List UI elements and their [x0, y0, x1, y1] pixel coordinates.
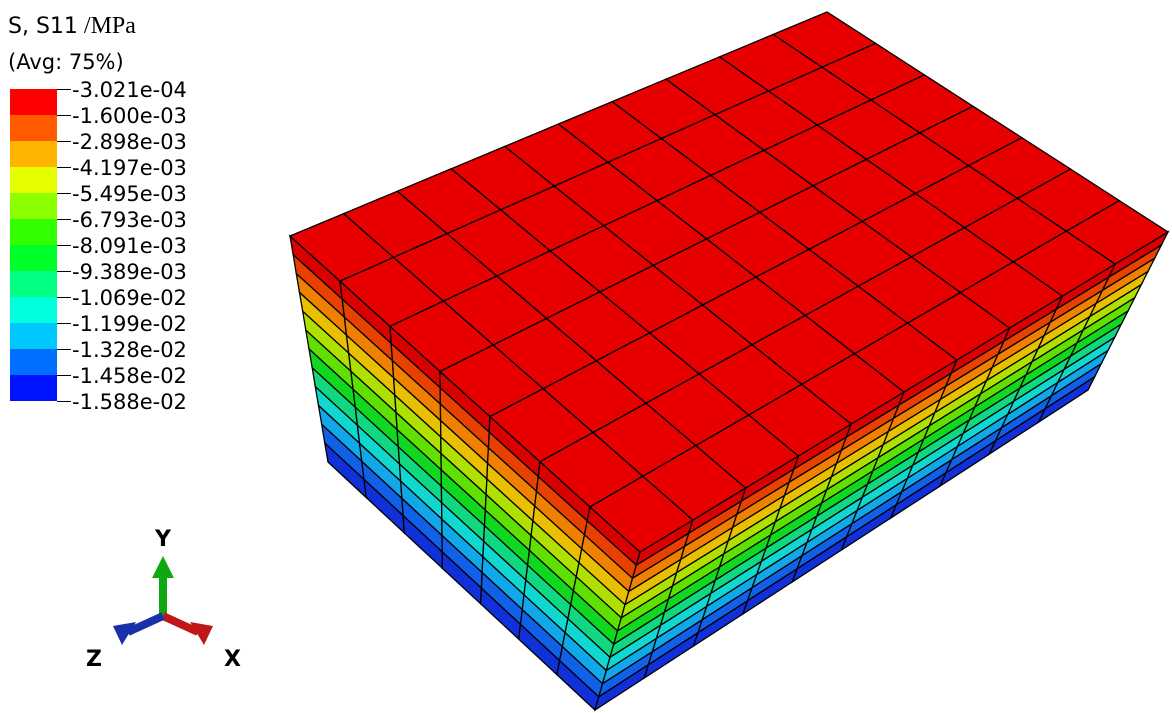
legend-swatch	[10, 245, 57, 271]
legend-swatch	[10, 89, 57, 115]
legend-tick	[57, 401, 71, 402]
legend-value-label: -6.793e-03	[72, 208, 187, 232]
legend-tick	[57, 375, 71, 376]
legend-swatch	[10, 297, 57, 323]
legend-tick	[57, 193, 71, 194]
legend-value-label: -1.458e-02	[72, 364, 187, 388]
legend-tick	[57, 323, 71, 324]
legend-swatch	[10, 219, 57, 245]
y-axis-arrow	[152, 556, 174, 616]
z-axis-label: Z	[86, 647, 102, 672]
front-face-element	[1037, 374, 1097, 424]
x-axis-arrow	[161, 612, 213, 645]
legend-swatch	[10, 115, 57, 141]
legend-averaging: (Avg: 75%)	[8, 50, 124, 74]
legend-value-label: -1.069e-02	[72, 286, 187, 310]
legend-value-label: -4.197e-03	[72, 156, 187, 180]
legend-value-label: -5.495e-03	[72, 182, 187, 206]
legend-tick	[57, 89, 71, 90]
legend-value-label: -1.199e-02	[72, 312, 187, 336]
legend-value-label: -9.389e-03	[72, 260, 187, 284]
legend-swatch	[10, 349, 57, 375]
legend-tick	[57, 297, 71, 298]
top-face-element	[1065, 199, 1170, 265]
legend-value-label: -2.898e-03	[72, 130, 187, 154]
legend-value-label: -1.588e-02	[72, 390, 187, 414]
legend-swatch	[10, 375, 57, 401]
legend-variable: S, S11	[8, 14, 78, 39]
legend-tick	[57, 219, 71, 220]
legend-unit: /MPa	[83, 13, 136, 39]
legend-swatch	[10, 271, 57, 297]
legend-swatch	[10, 167, 57, 193]
legend-swatch	[10, 193, 57, 219]
legend-tick	[57, 167, 71, 168]
legend-swatch	[10, 323, 57, 349]
legend-value-label: -1.600e-03	[72, 104, 187, 128]
y-axis-label: Y	[154, 527, 172, 552]
z-axis-arrow	[113, 612, 165, 645]
legend-swatch	[10, 141, 57, 167]
legend-value-label: -8.091e-03	[72, 234, 187, 258]
legend-tick	[57, 245, 71, 246]
legend-value-label: -3.021e-04	[72, 78, 187, 102]
legend-tick	[57, 141, 71, 142]
x-axis-label: X	[224, 647, 241, 672]
legend-tick	[57, 115, 71, 116]
legend-tick	[57, 349, 71, 350]
legend-tick	[57, 271, 71, 272]
legend-value-label: -1.328e-02	[72, 338, 187, 362]
legend-title: S, S11/MPa	[8, 14, 136, 38]
